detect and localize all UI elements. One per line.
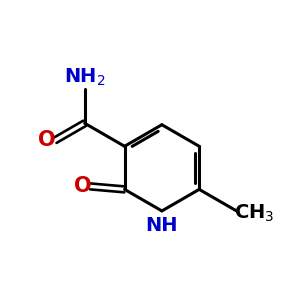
Text: NH$_2$: NH$_2$ [64,67,106,88]
Text: O: O [38,130,56,150]
Text: NH: NH [146,216,178,235]
Text: O: O [74,176,91,196]
Text: CH$_3$: CH$_3$ [234,202,274,224]
